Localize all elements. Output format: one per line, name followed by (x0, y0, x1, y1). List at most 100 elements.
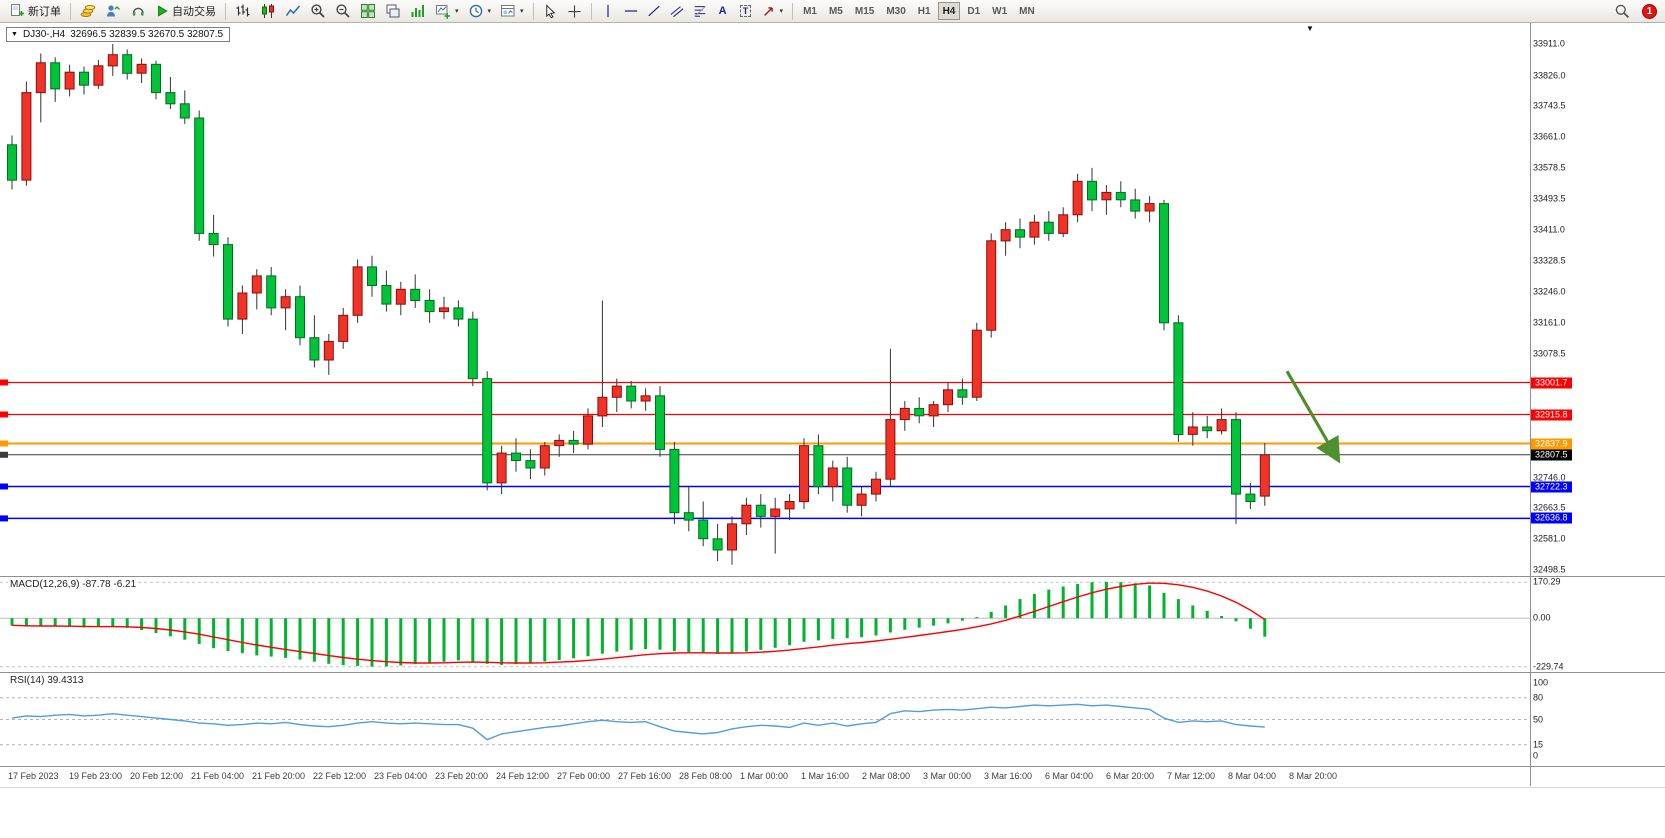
price-axis-label: 33078.5 (1533, 348, 1566, 359)
zoom-in-button[interactable] (306, 1, 330, 21)
rsi-name: RSI(14) (10, 675, 45, 686)
label-tool-button[interactable]: T (735, 1, 757, 21)
zoom-out-button[interactable] (331, 1, 355, 21)
timeframe-button-M30[interactable]: M30 (881, 2, 910, 20)
time-axis-label: 27 Feb 00:00 (557, 771, 611, 781)
channel-tool-button[interactable] (666, 1, 688, 21)
candle-body (453, 307, 464, 320)
price-line-tag: 32636.8 (1531, 512, 1572, 524)
toolbar-separator (225, 2, 226, 20)
candle-body (698, 519, 709, 540)
candle (611, 378, 622, 413)
candle-body (338, 314, 349, 342)
rsi-panel[interactable] (0, 674, 1530, 765)
time-axis-label: 24 Feb 12:00 (496, 771, 550, 781)
new-order-label: 新订单 (28, 6, 61, 18)
timeframe-button-M15[interactable]: M15 (850, 2, 879, 20)
autotrade-button[interactable]: 自动交易 (151, 1, 220, 21)
candle-body (208, 232, 219, 246)
chart-ohlc-values: 32696.5 32839.5 32670.5 32807.5 (70, 29, 224, 40)
profile-button[interactable] (101, 1, 125, 21)
candle-body (1144, 203, 1155, 212)
candle-body (395, 288, 406, 305)
candle (626, 380, 637, 409)
add-indicator-button[interactable]: ▾ (431, 1, 463, 21)
candle-body (280, 296, 291, 309)
time-axis-bottom-border (0, 787, 1665, 788)
timeframe-button-H1[interactable]: H1 (913, 2, 936, 20)
chart-shift-marker[interactable]: ▼ (1306, 24, 1314, 33)
gold-stack-button[interactable] (76, 1, 100, 21)
channel-icon (670, 4, 684, 18)
hline-anchor[interactable] (0, 379, 8, 386)
timeframe-button-D1[interactable]: D1 (962, 2, 985, 20)
indicators-icon (410, 3, 426, 19)
hline-anchor[interactable] (0, 451, 8, 458)
candle-body (856, 493, 867, 506)
time-axis-label: 6 Mar 04:00 (1045, 771, 1094, 781)
headset-button[interactable] (126, 1, 150, 21)
text-tool-button[interactable]: A (712, 1, 734, 21)
price-chart-panel[interactable] (0, 23, 1530, 576)
time-axis-label: 21 Feb 04:00 (191, 771, 245, 781)
candle-body (1259, 454, 1270, 497)
crosshair-tool-button[interactable] (563, 1, 586, 21)
price-axis-label: 33578.5 (1533, 162, 1566, 173)
cascade-windows-button[interactable] (381, 1, 405, 21)
horizontal-line-tool-button[interactable] (620, 1, 642, 21)
timeframe-button-MN[interactable]: MN (1014, 2, 1040, 20)
macd-panel[interactable] (0, 578, 1530, 671)
cursor-tool-button[interactable] (539, 1, 562, 21)
candle (1173, 315, 1184, 442)
tile-windows-button[interactable] (356, 1, 380, 21)
hline-anchor[interactable] (0, 515, 8, 522)
candle (323, 333, 334, 375)
search-button[interactable] (1610, 1, 1634, 21)
candle (309, 315, 320, 368)
indicators-button[interactable] (406, 1, 430, 21)
timeframe-button-M5[interactable]: M5 (824, 2, 848, 20)
trend-arrow-annotation[interactable] (1285, 370, 1341, 464)
toolbar-separator (590, 2, 592, 20)
candle-body (511, 452, 521, 462)
candle-body (165, 92, 176, 105)
time-axis-label: 17 Feb 2023 (8, 771, 59, 781)
candle-body (424, 299, 435, 313)
candle-body (439, 307, 449, 313)
candle-body (669, 448, 680, 514)
chart-dropdown-icon[interactable]: ▼ (11, 31, 18, 38)
candle-body (295, 296, 305, 339)
period-button[interactable]: ▾ (464, 1, 496, 21)
gold-stack-icon (80, 3, 96, 19)
trendline-tool-button[interactable] (643, 1, 665, 21)
template-button[interactable]: ▾ (496, 1, 528, 21)
candle-body (367, 266, 377, 286)
new-order-button[interactable]: 新订单 (5, 1, 65, 21)
hline-anchor[interactable] (0, 483, 8, 490)
candle (107, 43, 118, 76)
vertical-line-tool-button[interactable] (597, 1, 619, 21)
fibonacci-tool-button[interactable] (689, 1, 711, 21)
candle-body (712, 538, 723, 551)
time-axis[interactable]: 17 Feb 2023 19 Feb 23:00 20 Feb 12:00 21 Fe… (0, 768, 1665, 786)
candle (35, 53, 46, 123)
candle-body (251, 275, 262, 294)
label-icon: T (739, 5, 752, 17)
candlestick-chart-button[interactable] (256, 1, 280, 21)
notification-badge[interactable]: 1 (1642, 3, 1657, 19)
hline-anchor[interactable] (0, 440, 8, 447)
hline-anchor[interactable] (0, 411, 8, 418)
candle (784, 494, 795, 521)
ohlc-bars-button[interactable] (231, 1, 255, 21)
panel-separator[interactable] (0, 576, 1665, 577)
panel-separator[interactable] (0, 672, 1665, 673)
timeframe-button-M1[interactable]: M1 (798, 2, 822, 20)
arrows-tool-button[interactable]: ▾ (758, 1, 788, 21)
timeframe-button-W1[interactable]: W1 (987, 2, 1012, 20)
candle (698, 501, 709, 547)
line-chart-button[interactable] (281, 1, 305, 21)
price-line-tag: 32722.3 (1531, 481, 1572, 492)
time-axis-label: 28 Feb 08:00 (679, 771, 733, 781)
macd-histogram (10, 581, 1267, 667)
timeframe-button-H4[interactable]: H4 (937, 2, 961, 20)
